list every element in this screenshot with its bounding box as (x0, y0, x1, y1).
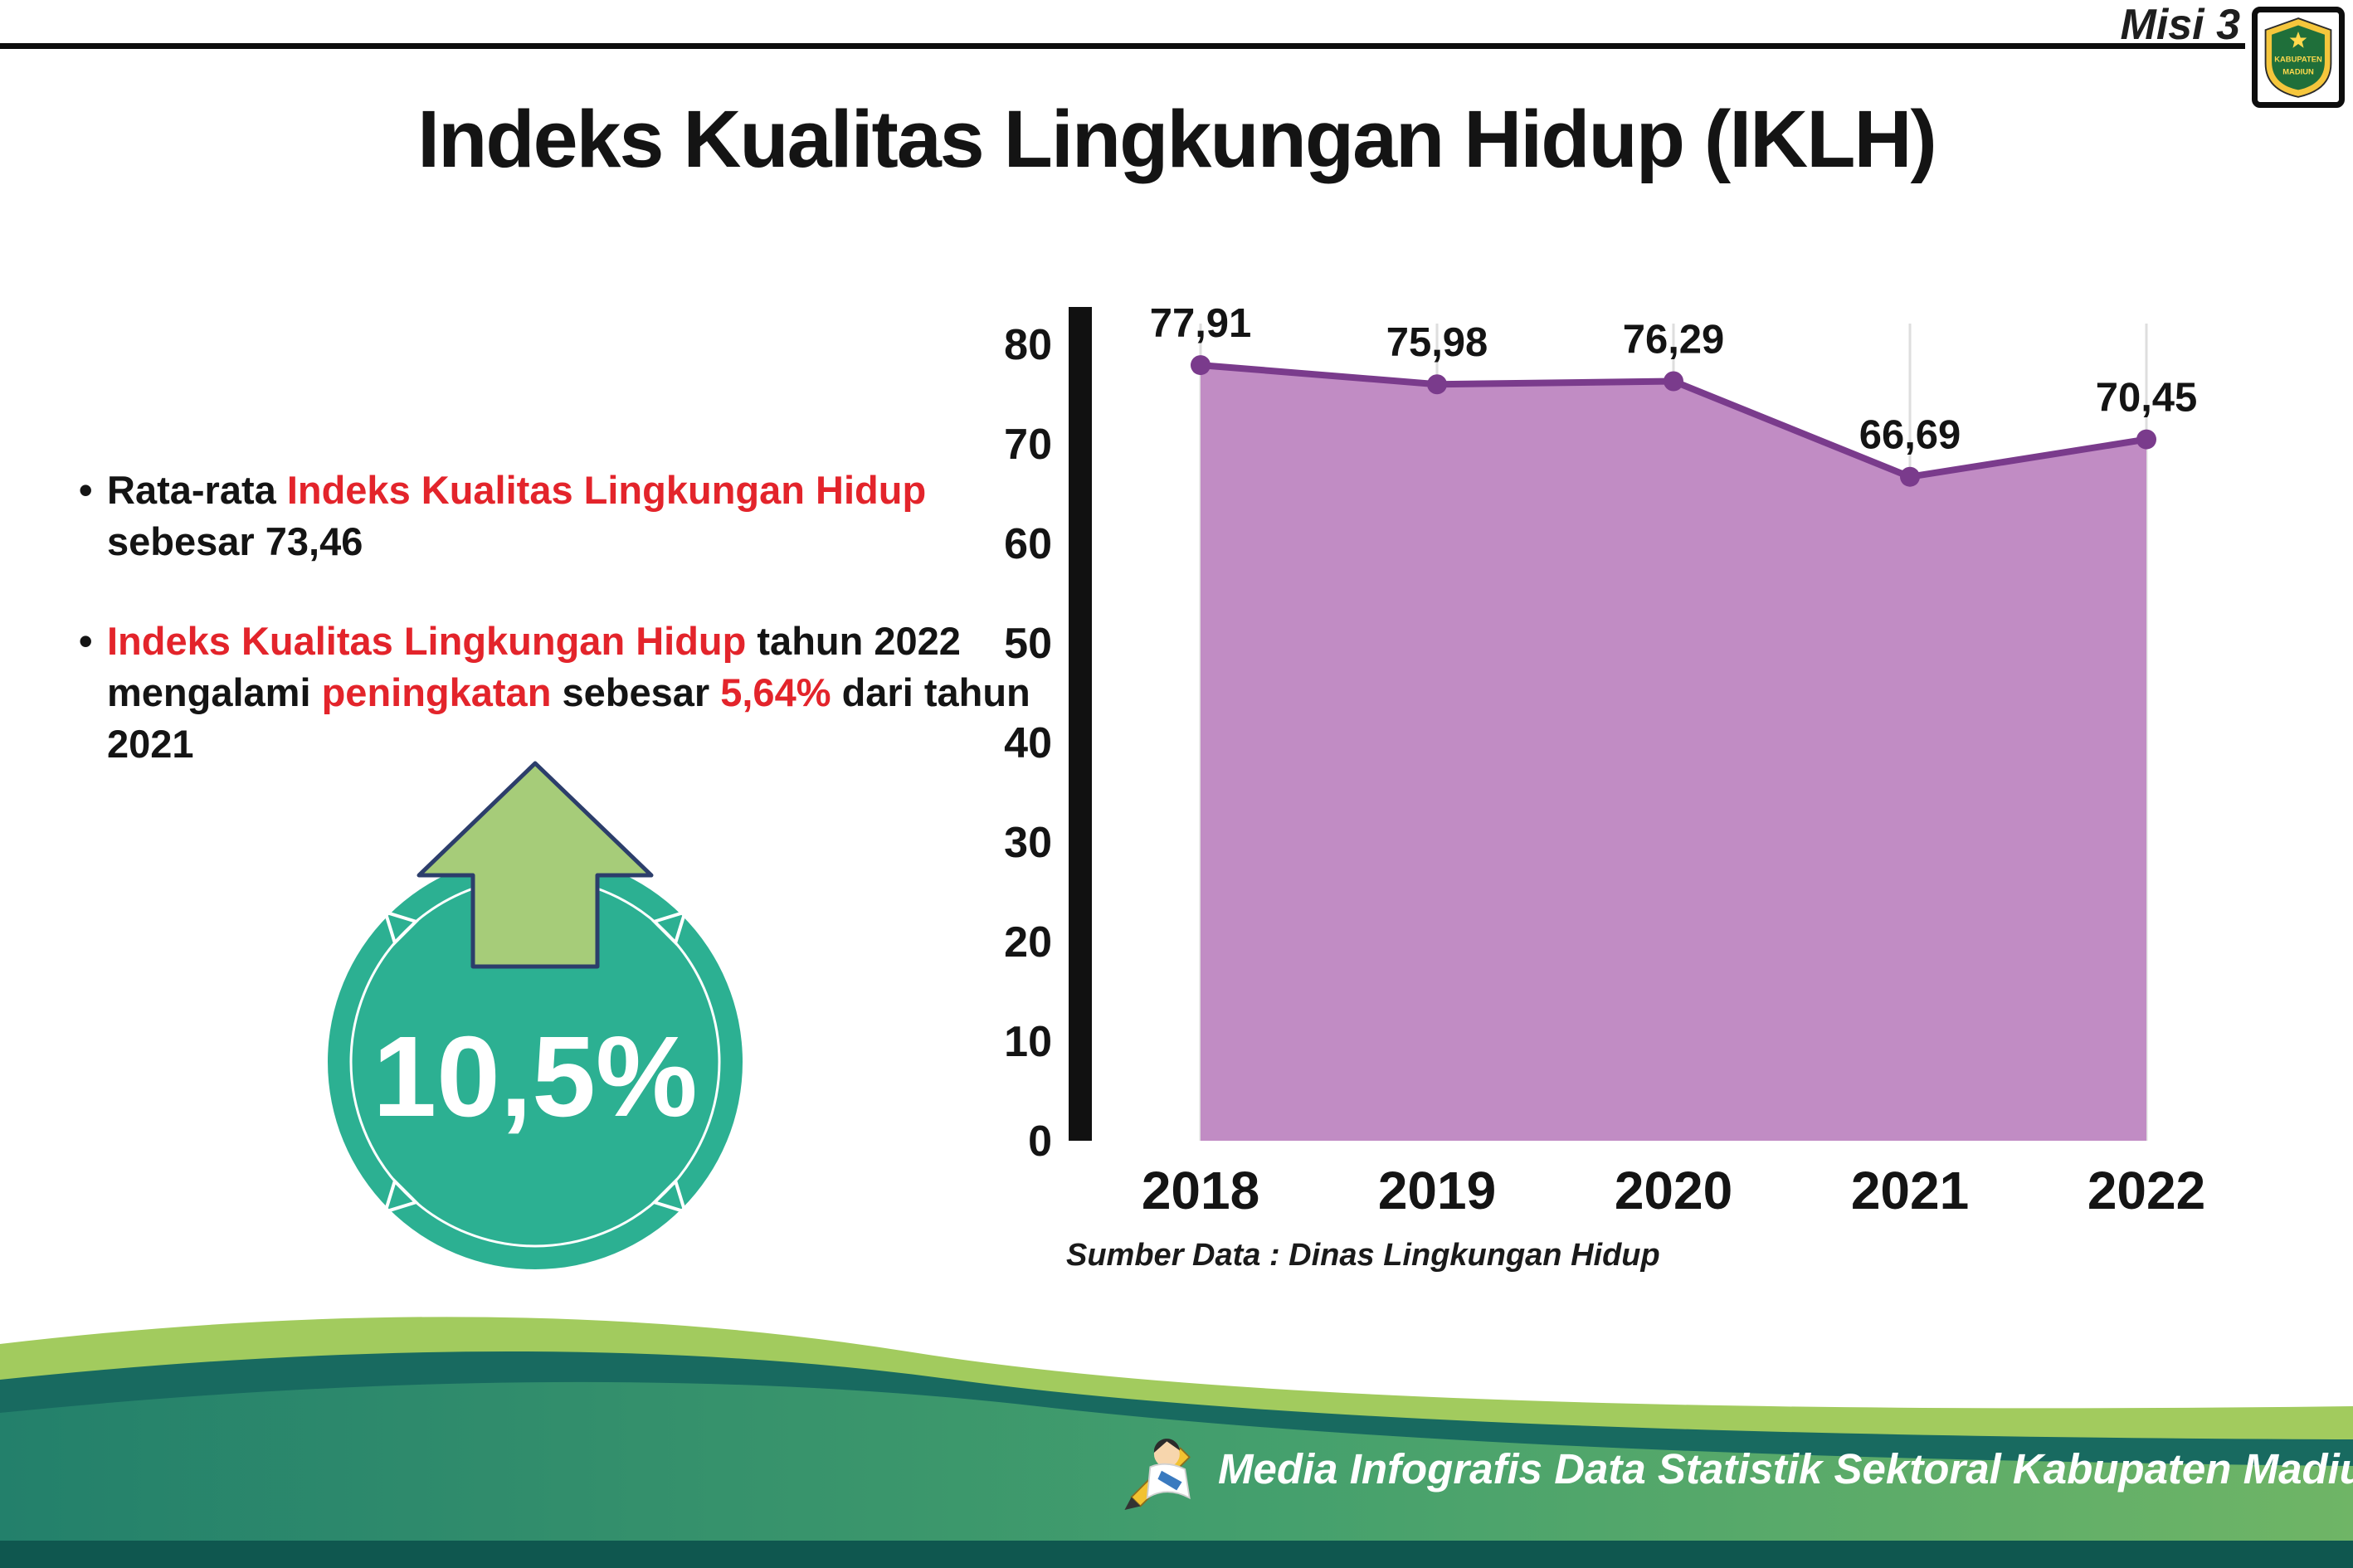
crest-line1: KABUPATEN (2274, 56, 2322, 64)
svg-text:40: 40 (1004, 719, 1052, 767)
kabupaten-madiun-logo: KABUPATEN MADIUN (2252, 7, 2345, 108)
bullet-average-text: Rata-rata Indeks Kualitas Lingkungan Hid… (107, 468, 927, 564)
svg-text:80: 80 (1004, 321, 1052, 369)
kabupaten-madiun-crest-icon: KABUPATEN MADIUN (2264, 17, 2332, 98)
svg-text:66,69: 66,69 (1859, 413, 1961, 458)
svg-text:76,29: 76,29 (1623, 318, 1725, 363)
header-rule (0, 43, 2245, 49)
crest-line2: MADIUN (2282, 68, 2314, 76)
svg-text:2020: 2020 (1615, 1161, 1732, 1220)
svg-text:70: 70 (1004, 421, 1052, 469)
svg-text:30: 30 (1004, 819, 1052, 867)
bullet-marker: • (79, 619, 93, 664)
svg-text:50: 50 (1004, 620, 1052, 668)
footer-credit: Media Infografis Data Statistik Sektoral… (1218, 1445, 2353, 1493)
increase-badge-icon: 10,5% (328, 761, 743, 1269)
svg-text:2018: 2018 (1142, 1161, 1259, 1220)
badge-value: 10,5% (373, 1013, 697, 1141)
source-note: Sumber Data : Dinas Lingkungan Hidup (1066, 1238, 1660, 1273)
footer-content: Media Infografis Data Statistik Sektoral… (1120, 1425, 2353, 1512)
page-title: Indeks Kualitas Lingkungan Hidup (IKLH) (417, 94, 1937, 184)
badge-tick-triangles (382, 909, 688, 1215)
chart-canvas: 0 10 20 30 40 50 60 70 80 77,91 75,98 76,29 66,69 70,… (1004, 301, 2205, 1220)
bullet-increase-text: Indeks Kualitas Lingkungan Hidup tahun 2… (107, 619, 1030, 767)
svg-text:2021: 2021 (1851, 1161, 1969, 1220)
svg-text:20: 20 (1004, 918, 1052, 967)
svg-text:60: 60 (1004, 520, 1052, 568)
up-arrow-icon (417, 761, 654, 969)
iklh-chart: 0 10 20 30 40 50 60 70 80 77,91 75,98 76,29 66,69 70,… (996, 278, 2290, 1257)
misi-label: Misi 3 (2120, 1, 2241, 49)
svg-text:10: 10 (1004, 1018, 1052, 1066)
bullet-marker: • (79, 468, 93, 512)
svg-text:77,91: 77,91 (1150, 301, 1252, 346)
svg-text:75,98: 75,98 (1386, 320, 1488, 365)
bullet-average: • Rata-rata Indeks Kualitas Lingkungan H… (79, 465, 1050, 567)
mascot-icon (1124, 1439, 1191, 1511)
bullet-list: • Rata-rata Indeks Kualitas Lingkungan H… (79, 465, 1050, 818)
svg-text:2022: 2022 (2087, 1161, 2205, 1220)
svg-text:0: 0 (1028, 1118, 1052, 1166)
bullet-increase: • Indeks Kualitas Lingkungan Hidup tahun… (79, 616, 1050, 770)
svg-text:2019: 2019 (1378, 1161, 1496, 1220)
increase-badge: 10,5% (311, 751, 759, 1290)
svg-text:70,45: 70,45 (2096, 376, 2198, 421)
